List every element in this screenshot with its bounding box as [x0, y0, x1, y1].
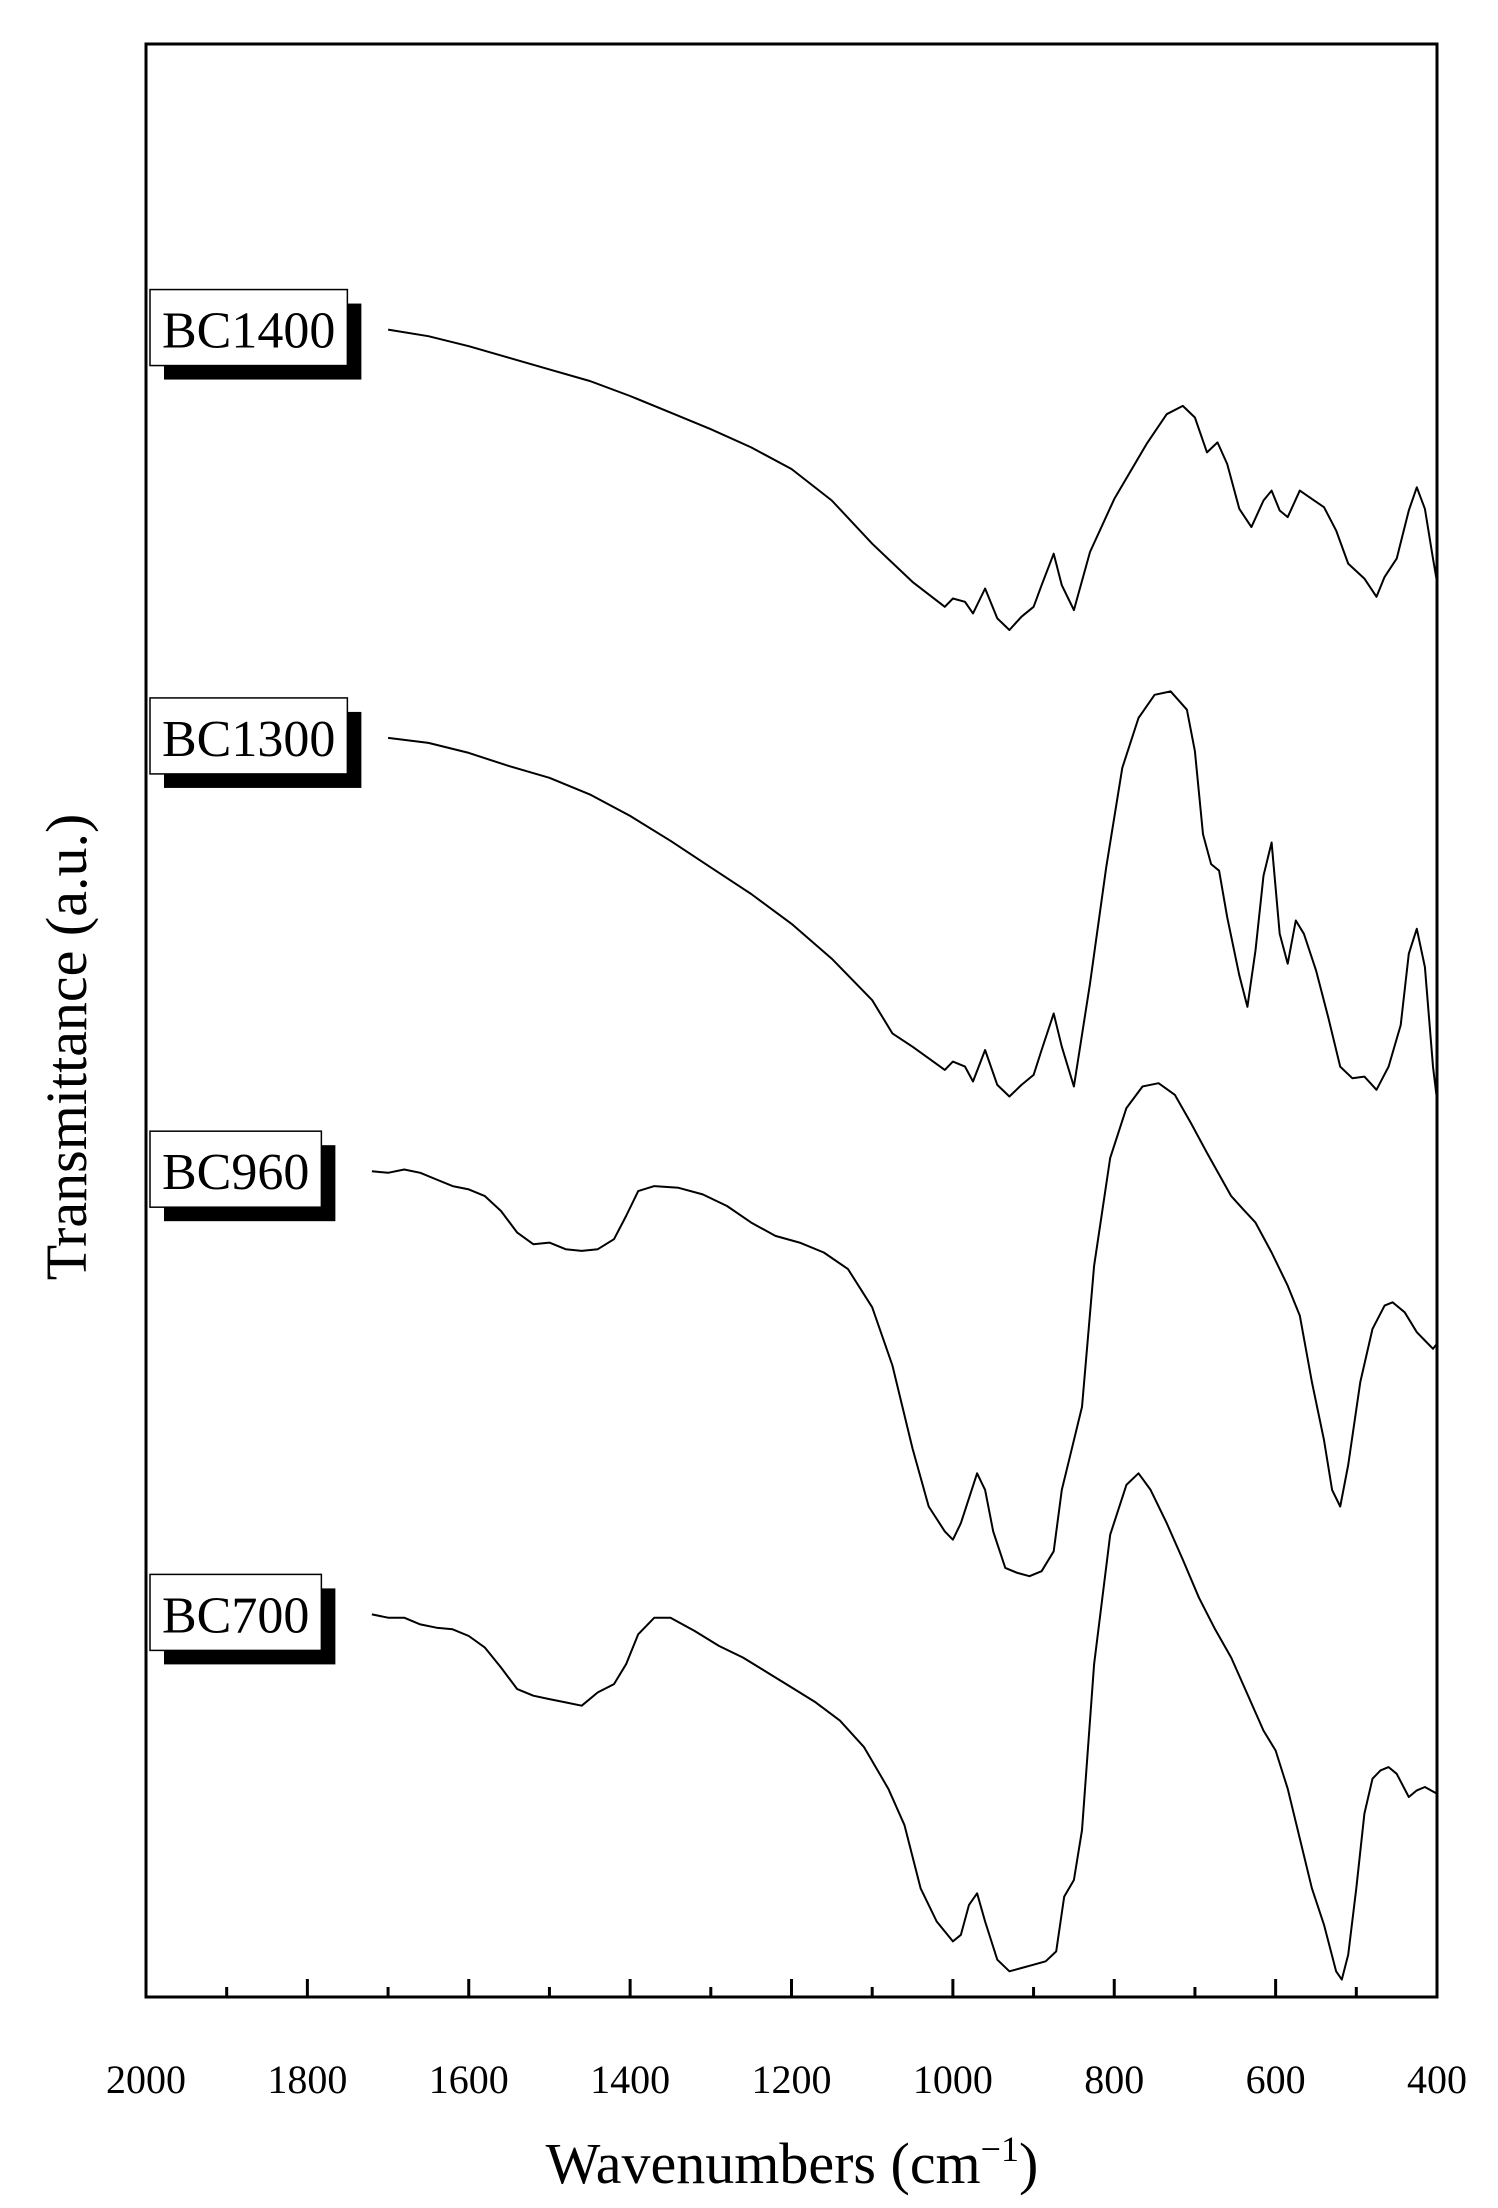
x-tick-label: 800	[1084, 2057, 1144, 2102]
x-tick-label: 1600	[429, 2057, 509, 2102]
series-labels: BC1400 BC1300 BC960 BC700	[149, 288, 362, 1665]
x-tick-label: 400	[1407, 2057, 1467, 2102]
x-axis-tick-labels: 2000 1800 1600 1400 1200 1000 800 600 400	[106, 2057, 1467, 2102]
series-line-bc700	[371, 1472, 1438, 1981]
series-label-box	[149, 1573, 323, 1652]
series-label-box	[149, 1130, 323, 1208]
x-tick-label: 1400	[590, 2057, 670, 2102]
series-label-text: BC1400	[162, 303, 335, 360]
series-label-box	[149, 288, 349, 367]
x-tick-label: 1200	[752, 2057, 832, 2102]
x-axis-title-main: Wavenumbers (cm	[546, 2131, 981, 2196]
x-axis-title-superscript: −1	[981, 2129, 1019, 2169]
series-label-text: BC1300	[162, 711, 335, 768]
x-tick-label: 600	[1246, 2057, 1306, 2102]
x-tick-label: 1800	[267, 2057, 347, 2102]
series-label-text: BC700	[162, 1587, 309, 1644]
x-axis-ticks	[144, 1979, 1439, 1997]
y-axis-title: Transmittance (a.u.)	[34, 814, 99, 1281]
series-label-box	[149, 697, 349, 775]
x-tick-label: 2000	[106, 2057, 186, 2102]
series-line-bc960	[371, 1082, 1438, 1578]
x-axis-title-close: )	[1019, 2131, 1038, 2196]
series-label-text: BC960	[162, 1144, 309, 1201]
series-label-bc1400: BC1400	[149, 288, 362, 380]
series-line-bc1400	[387, 328, 1438, 631]
series-layer	[371, 328, 1438, 1981]
series-label-bc960: BC960	[149, 1130, 336, 1222]
series-line-bc1300	[387, 690, 1438, 1100]
series-label-bc700: BC700	[149, 1573, 336, 1665]
x-tick-label: 1000	[913, 2057, 993, 2102]
x-axis-title: Wavenumbers (cm−1)	[546, 2129, 1039, 2196]
series-label-bc1300: BC1300	[149, 697, 362, 788]
